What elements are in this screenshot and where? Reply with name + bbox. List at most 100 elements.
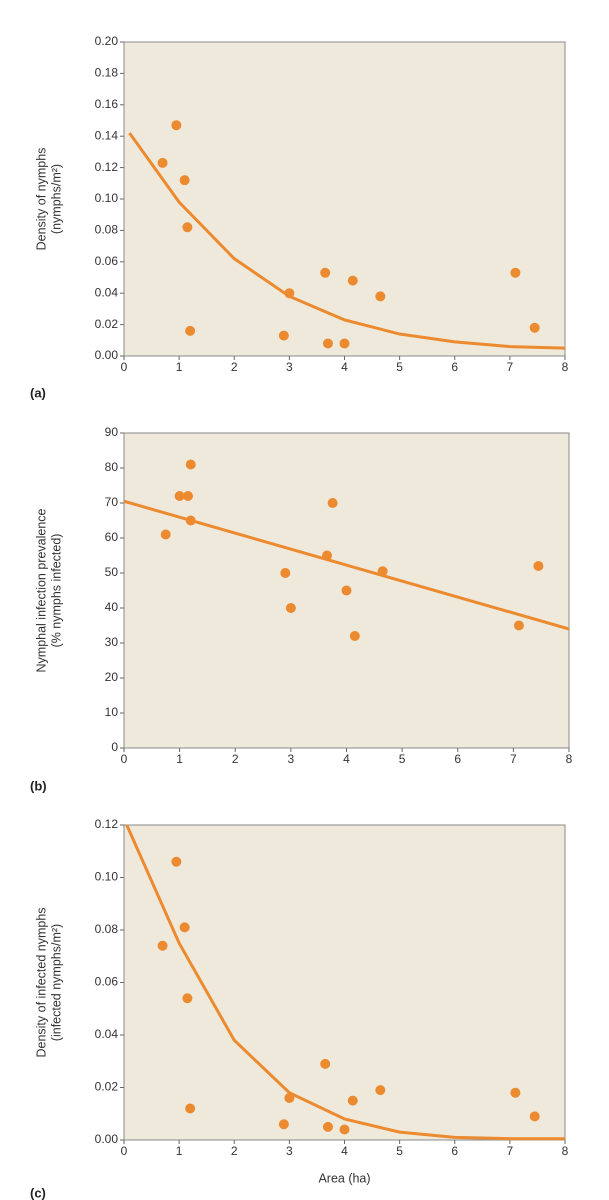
x-tick-label: 8 [562, 360, 569, 374]
data-point [285, 603, 296, 613]
data-point [347, 1095, 358, 1106]
data-point [182, 222, 193, 233]
data-point [171, 120, 182, 131]
y-tick-label: 20 [105, 670, 119, 684]
plot-area [123, 824, 566, 1141]
data-point [375, 1085, 386, 1096]
data-point [529, 322, 540, 333]
y-tick-label: 0.00 [95, 348, 119, 362]
data-point [278, 1119, 289, 1130]
y-axis-title: (nymphs/m²) [49, 164, 63, 234]
data-point [278, 330, 289, 341]
x-tick-label: 1 [176, 360, 183, 374]
x-tick-label: 1 [176, 1144, 183, 1158]
x-tick-label: 4 [341, 360, 348, 374]
fit-line [123, 499, 570, 631]
data-point [185, 515, 196, 526]
x-tick-label: 7 [510, 752, 517, 766]
x-tick-label: 6 [454, 752, 461, 766]
y-tick-label: 80 [105, 460, 119, 474]
y-axis-title: Nymphal infection prevalence [34, 508, 48, 672]
y-tick-label: 10 [105, 705, 119, 719]
y-axis-title: Density of nymphs [34, 148, 48, 251]
y-tick-label: 0.12 [95, 817, 119, 831]
y-tick-label: 40 [105, 600, 119, 614]
x-tick-label: 4 [341, 1144, 348, 1158]
data-point [320, 1058, 331, 1069]
data-point [510, 1087, 521, 1098]
y-tick-label: 0.10 [95, 191, 119, 205]
y-tick-label: 70 [105, 495, 119, 509]
data-point [513, 620, 524, 631]
y-tick-label: 60 [105, 530, 119, 544]
data-point [377, 566, 388, 577]
plot-area [123, 41, 566, 357]
x-axis-title: Area (ha) [318, 1171, 370, 1185]
x-tick-label: 2 [231, 1144, 238, 1158]
data-point [529, 1111, 540, 1122]
data-point [533, 561, 544, 571]
y-tick-label: 0.20 [95, 34, 119, 48]
x-tick-label: 5 [396, 360, 403, 374]
data-point [339, 1124, 350, 1135]
panel-label: (c) [30, 1185, 46, 1200]
y-tick-label: 0.02 [95, 1080, 119, 1094]
x-tick-label: 3 [286, 360, 293, 374]
data-point [327, 498, 338, 508]
data-point [185, 325, 196, 336]
y-axis-title: Density of infected nymphs [34, 907, 48, 1057]
y-tick-label: 0.06 [95, 254, 119, 268]
y-tick-label: 0.18 [95, 66, 119, 80]
y-tick-label: 0.16 [95, 97, 119, 111]
y-tick-label: 90 [105, 425, 119, 439]
fit-line [125, 824, 565, 1141]
data-point [341, 585, 352, 596]
x-tick-label: 6 [451, 1144, 458, 1158]
y-tick-label: 0.12 [95, 160, 119, 174]
x-tick-label: 3 [286, 1144, 293, 1158]
y-axis-title: (infected nymphs/m²) [49, 924, 63, 1041]
x-tick-label: 8 [566, 752, 573, 766]
data-point [322, 550, 333, 561]
y-tick-label: 0.00 [95, 1132, 119, 1146]
data-point [322, 338, 333, 349]
data-point [347, 275, 358, 286]
y-tick-label: 0.08 [95, 223, 119, 237]
y-tick-label: 50 [105, 565, 119, 579]
x-tick-label: 5 [396, 1144, 403, 1158]
y-tick-label: 0.04 [95, 285, 119, 299]
data-point [171, 856, 182, 867]
data-point [349, 631, 360, 641]
data-point [284, 288, 295, 299]
data-point [157, 157, 168, 168]
x-tick-label: 7 [507, 1144, 514, 1158]
data-point [510, 267, 521, 278]
data-point [320, 267, 331, 278]
x-tick-label: 2 [231, 360, 238, 374]
x-tick-label: 7 [507, 360, 514, 374]
x-tick-label: 2 [232, 752, 239, 766]
data-point [185, 459, 196, 470]
x-tick-label: 0 [121, 360, 128, 374]
x-tick-label: 4 [343, 752, 350, 766]
y-tick-label: 30 [105, 635, 119, 649]
data-point [179, 922, 190, 933]
data-point [182, 491, 193, 501]
data-point [174, 491, 185, 501]
x-tick-label: 5 [399, 752, 406, 766]
x-tick-label: 0 [121, 1144, 128, 1158]
data-point [284, 1093, 295, 1103]
data-point [157, 940, 168, 951]
data-point [182, 993, 193, 1004]
data-point [185, 1103, 196, 1114]
x-tick-label: 1 [176, 752, 183, 766]
y-tick-label: 0 [111, 740, 118, 754]
fit-line [128, 132, 566, 350]
data-point [339, 338, 350, 349]
y-axis-title: (% nymphs infected) [49, 534, 63, 648]
y-tick-label: 0.06 [95, 975, 119, 989]
panel-label: (b) [30, 778, 47, 793]
y-tick-label: 0.02 [95, 317, 119, 331]
